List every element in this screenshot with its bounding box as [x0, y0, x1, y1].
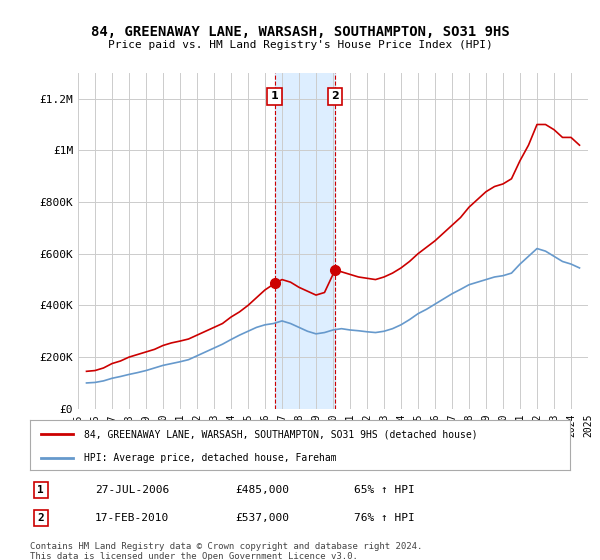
Bar: [275, 73, 335, 409]
Text: 1: 1: [37, 485, 44, 495]
Text: £537,000: £537,000: [235, 513, 289, 523]
Text: 2: 2: [331, 91, 339, 101]
Text: 76% ↑ HPI: 76% ↑ HPI: [354, 513, 415, 523]
Text: Contains HM Land Registry data © Crown copyright and database right 2024.
This d: Contains HM Land Registry data © Crown c…: [30, 542, 422, 560]
Text: 84, GREENAWAY LANE, WARSASH, SOUTHAMPTON, SO31 9HS: 84, GREENAWAY LANE, WARSASH, SOUTHAMPTON…: [91, 25, 509, 39]
Text: 65% ↑ HPI: 65% ↑ HPI: [354, 485, 415, 495]
Text: Price paid vs. HM Land Registry's House Price Index (HPI): Price paid vs. HM Land Registry's House …: [107, 40, 493, 50]
Text: £485,000: £485,000: [235, 485, 289, 495]
Text: 1: 1: [271, 91, 278, 101]
Text: HPI: Average price, detached house, Fareham: HPI: Average price, detached house, Fare…: [84, 453, 337, 463]
Text: 17-FEB-2010: 17-FEB-2010: [95, 513, 169, 523]
Text: 84, GREENAWAY LANE, WARSASH, SOUTHAMPTON, SO31 9HS (detached house): 84, GREENAWAY LANE, WARSASH, SOUTHAMPTON…: [84, 429, 478, 439]
Text: 2: 2: [37, 513, 44, 523]
Text: 27-JUL-2006: 27-JUL-2006: [95, 485, 169, 495]
